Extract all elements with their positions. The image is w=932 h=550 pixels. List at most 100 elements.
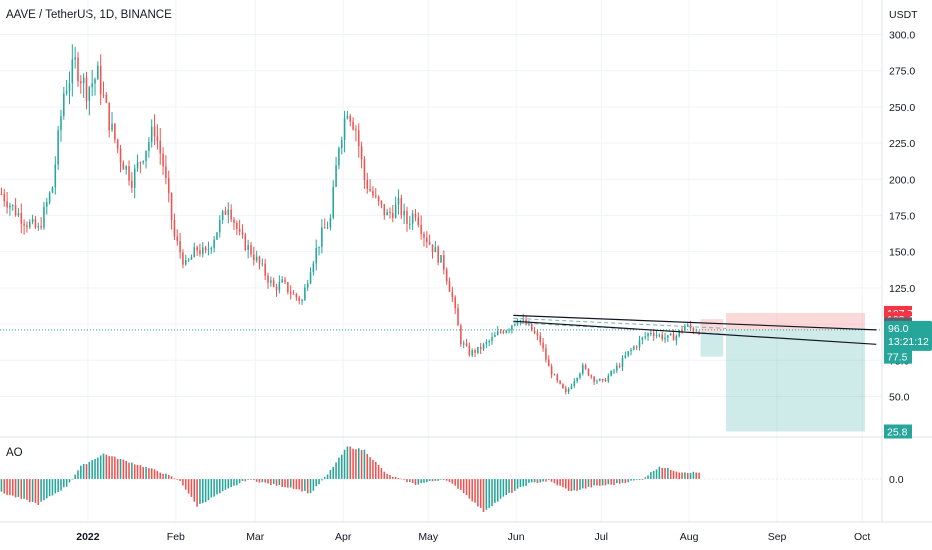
position-zones[interactable]: [700, 312, 865, 432]
ao-bar: [292, 479, 295, 489]
ao-bar: [207, 479, 210, 501]
candle-body: [335, 165, 337, 187]
ao-bar: [590, 479, 593, 488]
candle-body: [471, 349, 473, 356]
candle-body: [82, 77, 85, 84]
ao-bar: [505, 479, 508, 496]
candle-body: [505, 330, 508, 333]
ao-bar: [306, 479, 309, 494]
candle-body: [533, 330, 536, 334]
ao-bar: [139, 465, 142, 479]
y-tick-label: 150.0: [889, 247, 915, 259]
ao-bar: [570, 479, 573, 492]
ao-bar: [624, 479, 627, 484]
candle-body: [553, 374, 556, 376]
ao-bar: [85, 464, 88, 479]
ao-bar: [675, 471, 678, 479]
channel-line[interactable]: [513, 317, 727, 329]
ao-bar: [457, 479, 459, 489]
ao-bar: [596, 479, 598, 486]
candle-body: [71, 59, 74, 84]
ao-bar: [315, 479, 317, 487]
candle-body: [349, 115, 352, 122]
ao-bar: [650, 472, 652, 479]
ao-bar: [462, 479, 465, 494]
candle-body: [556, 374, 559, 381]
ao-bar: [678, 472, 681, 479]
ao-bar: [655, 469, 658, 479]
candle-body: [587, 368, 590, 376]
ao-bar: [604, 479, 607, 486]
ao-bar: [565, 479, 567, 489]
ao-bar: [295, 479, 298, 490]
ao-bar: [74, 474, 76, 479]
candle-body: [431, 244, 434, 253]
candle-body: [48, 192, 51, 203]
candle-body: [187, 259, 190, 261]
candle-body: [119, 148, 122, 163]
candle-body: [250, 245, 252, 255]
stop-loss-zone[interactable]: [700, 319, 724, 333]
stop-loss-zone[interactable]: [726, 312, 865, 330]
candle-body: [542, 342, 544, 349]
ao-bar: [346, 446, 349, 479]
ao-bar: [14, 479, 17, 498]
ao-bar: [298, 479, 300, 490]
ao-bar: [193, 479, 196, 502]
x-tick-label: Apr: [335, 531, 352, 543]
ao-bar: [173, 478, 176, 480]
ao-bar: [496, 479, 499, 502]
ao-bar: [669, 469, 672, 479]
ao-bar: [114, 456, 116, 479]
candle-body: [681, 330, 683, 332]
candle-body: [54, 164, 57, 188]
candle-body: [377, 196, 380, 201]
candle-body: [11, 205, 14, 207]
take-profit-zone[interactable]: [726, 329, 865, 432]
ao-bar: [111, 456, 113, 479]
candle-body: [650, 333, 652, 335]
candle-body: [309, 272, 312, 284]
candle-body: [627, 351, 629, 356]
ao-bar: [644, 477, 646, 479]
ao-bar: [267, 479, 269, 484]
ao-bar: [414, 479, 417, 485]
candle-body: [153, 126, 156, 137]
candle-body: [233, 219, 235, 223]
ao-bar: [664, 467, 666, 479]
ao-bar: [241, 479, 244, 482]
candle-body: [513, 324, 516, 326]
candle-body: [641, 337, 644, 340]
take-profit-zone[interactable]: [700, 332, 724, 357]
candle-body: [576, 378, 578, 382]
ao-bar: [562, 479, 564, 488]
candle-body: [340, 139, 343, 149]
candle-body: [684, 325, 686, 331]
ao-bar: [573, 479, 576, 491]
y-tick-label: 225.0: [889, 138, 915, 150]
candle-body: [261, 263, 264, 265]
candle-body: [156, 136, 159, 141]
candle-body: [133, 168, 136, 188]
ao-bar: [420, 479, 422, 484]
ao-bar: [485, 479, 488, 510]
ao-bar: [479, 479, 482, 508]
ao-bar: [335, 462, 337, 479]
ao-bar: [471, 479, 473, 502]
trendline[interactable]: [513, 320, 877, 345]
trendlines[interactable]: [0, 314, 882, 345]
ao-bar: [550, 479, 553, 482]
trendline[interactable]: [513, 314, 877, 331]
candle-body: [184, 260, 187, 265]
ao-bar: [309, 479, 312, 494]
candle-body: [6, 201, 8, 208]
candle-body: [91, 83, 93, 88]
candle-body: [454, 297, 456, 309]
ao-bar: [618, 479, 621, 484]
ao-bar: [133, 464, 136, 479]
ao-bar: [204, 479, 207, 503]
ao-bar: [176, 478, 179, 480]
ao-bar: [553, 479, 556, 484]
ao-bar: [51, 479, 54, 496]
